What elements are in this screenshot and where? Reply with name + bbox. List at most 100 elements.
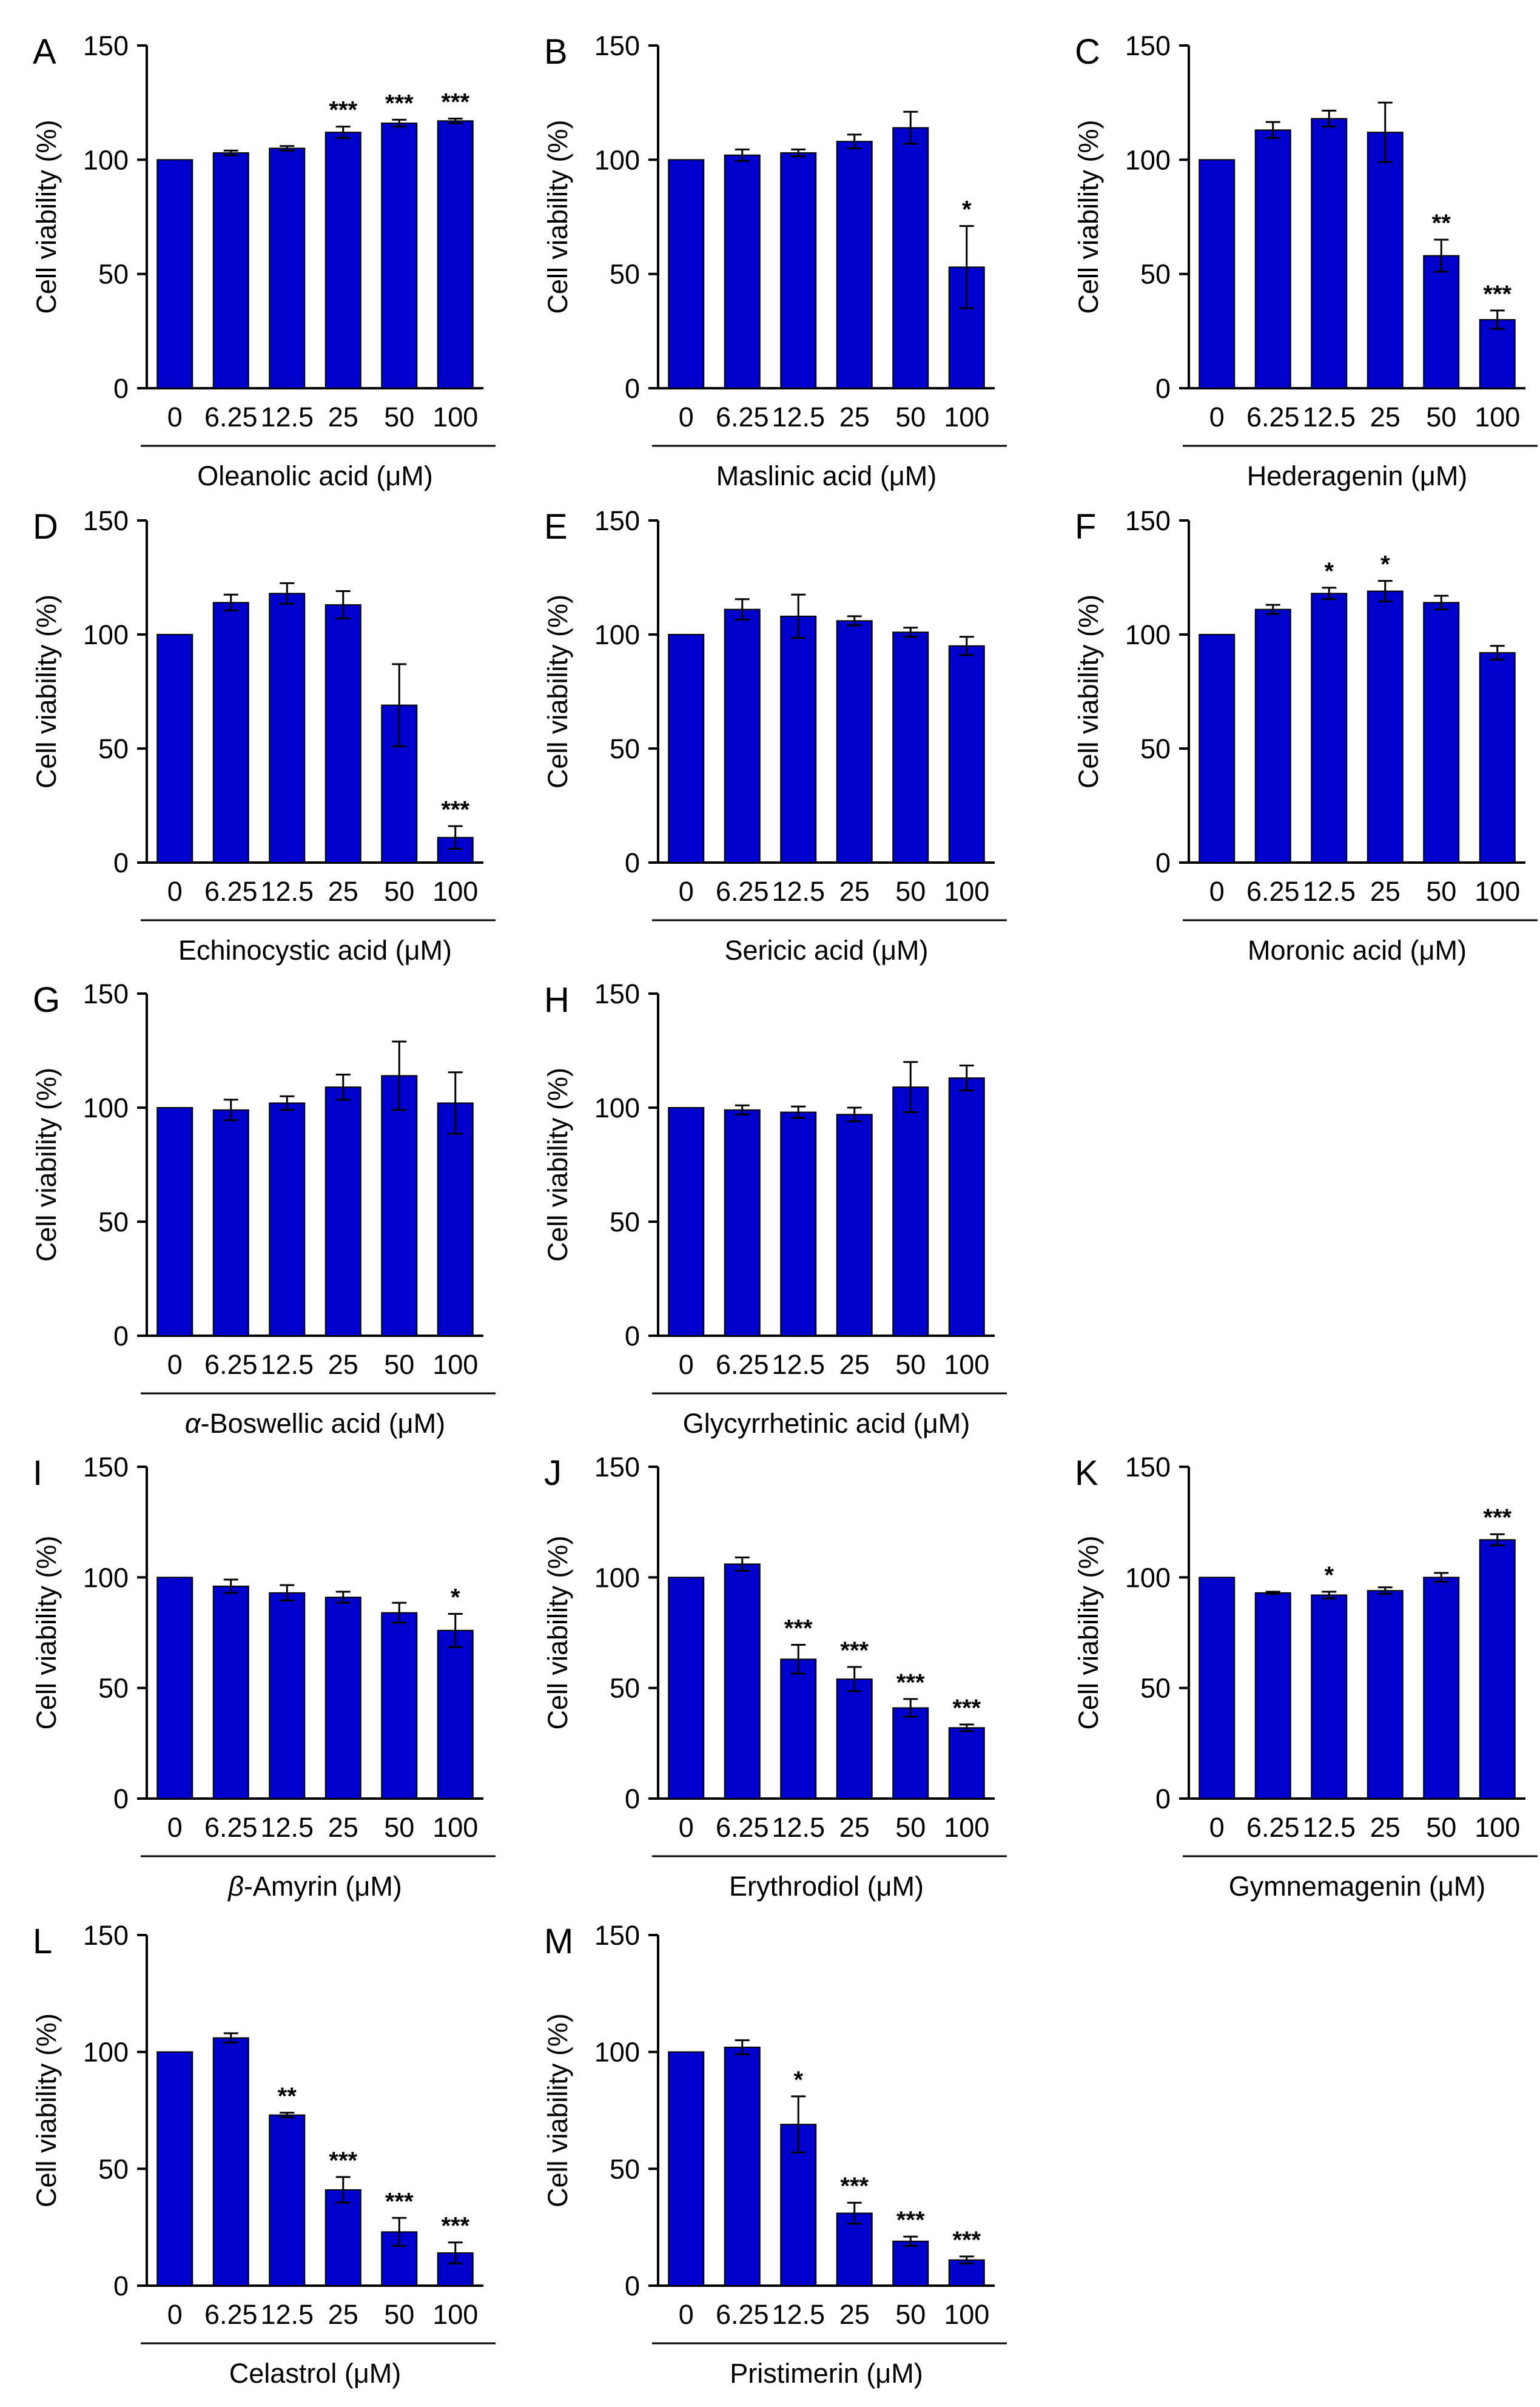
- x-tick-label: 0: [679, 876, 694, 907]
- x-tick-label: 12.5: [260, 1349, 314, 1380]
- panel-l: L 0 50 100 150 Cell viability (%) 0 6.25 ** 12.5 *…: [31, 1920, 496, 2389]
- bar: [892, 127, 929, 389]
- bar: [269, 2114, 306, 2287]
- panel-letter: J: [544, 1453, 562, 1493]
- x-tick-label: 25: [328, 1349, 358, 1380]
- y-tick-label: 50: [610, 2153, 640, 2184]
- y-tick-label: 50: [98, 1673, 129, 1704]
- significance-marker: ***: [1483, 1504, 1511, 1531]
- bar: [1311, 593, 1348, 863]
- y-tick-label: 150: [594, 30, 640, 61]
- x-tick-label: 6.25: [204, 876, 258, 907]
- y-tick-label: 100: [83, 144, 129, 175]
- bar: [381, 1075, 418, 1336]
- x-axis-title-greek-prefix: β: [227, 1871, 244, 1902]
- x-axis-title: α-Boswellic acid (μM): [185, 1408, 445, 1439]
- x-tick-label: 6.25: [716, 1349, 769, 1380]
- x-tick-label: 0: [167, 1812, 183, 1843]
- y-tick-label: 100: [594, 619, 640, 650]
- x-tick-label: 12.5: [772, 1349, 825, 1380]
- y-tick-label: 50: [610, 1207, 640, 1237]
- x-tick-label: 25: [1370, 1812, 1400, 1843]
- x-tick-label: 100: [1474, 1812, 1520, 1843]
- bar: [1254, 608, 1291, 863]
- panel-c: C 0 50 100 150 Cell viability (%) 0 6.25 12.5 25 *…: [1073, 30, 1538, 491]
- x-tick-label: 50: [1426, 402, 1456, 433]
- x-tick-label: 12.5: [260, 2299, 314, 2330]
- x-tick-label: 0: [167, 402, 183, 433]
- y-tick-label: 150: [594, 505, 640, 536]
- y-tick-label: 50: [98, 733, 129, 764]
- y-axis-title: Cell viability (%): [542, 120, 573, 314]
- bar: [1479, 319, 1516, 389]
- bar: [668, 2051, 705, 2287]
- bar: [156, 1107, 193, 1336]
- y-tick-label: 150: [83, 505, 129, 536]
- significance-marker: *: [1324, 558, 1334, 585]
- x-tick-label: 50: [384, 1812, 414, 1843]
- bar: [324, 2189, 361, 2287]
- x-tick-label: 0: [679, 402, 694, 433]
- x-tick-label: 100: [944, 402, 989, 433]
- bar: [724, 2046, 761, 2286]
- x-tick-label: 0: [167, 876, 183, 907]
- x-tick-label: 50: [895, 402, 926, 433]
- x-axis-title: Pristimerin (μM): [730, 2358, 923, 2389]
- x-axis-title: Maslinic acid (μM): [716, 460, 936, 491]
- x-tick-label: 0: [679, 2299, 694, 2330]
- x-tick-label: 25: [839, 1349, 870, 1380]
- x-axis-title-text: Celastrol (μM): [229, 2358, 401, 2389]
- x-tick-label: 50: [384, 402, 414, 433]
- bar: [1423, 255, 1460, 389]
- x-axis-title: Gymnemagenin (μM): [1229, 1871, 1486, 1902]
- y-axis-title: Cell viability (%): [31, 594, 62, 789]
- bar: [324, 1597, 361, 1799]
- bar: [1199, 159, 1236, 389]
- panel-letter: D: [33, 507, 58, 547]
- x-tick-label: 6.25: [204, 1812, 258, 1843]
- x-tick-label: 25: [839, 402, 870, 433]
- x-tick-label: 12.5: [1302, 402, 1356, 433]
- x-axis-title: Glycyrrhetinic acid (μM): [683, 1408, 970, 1439]
- panel-letter: B: [544, 32, 568, 72]
- significance-marker: ***: [784, 1615, 813, 1642]
- x-axis-title-greek-prefix: α: [185, 1408, 201, 1439]
- panel-letter: G: [33, 980, 60, 1020]
- significance-marker: ***: [1483, 281, 1511, 308]
- x-tick-label: 12.5: [772, 1812, 825, 1843]
- bar: [269, 1102, 306, 1336]
- bar: [381, 123, 418, 389]
- bar: [1367, 1590, 1404, 1800]
- bar: [780, 1111, 817, 1337]
- y-tick-label: 50: [610, 1673, 640, 1704]
- x-axis-title-text: Pristimerin (μM): [730, 2358, 923, 2389]
- x-axis-title: Erythrodiol (μM): [729, 1871, 924, 1902]
- x-tick-label: 0: [167, 1349, 183, 1380]
- y-tick-label: 50: [98, 2153, 129, 2184]
- significance-marker: *: [1380, 551, 1390, 578]
- y-tick-label: 0: [113, 847, 129, 878]
- y-tick-label: 100: [83, 2037, 129, 2068]
- y-tick-label: 150: [594, 1920, 640, 1951]
- bar: [1311, 1594, 1348, 1799]
- x-tick-label: 50: [1426, 1812, 1456, 1843]
- x-tick-label: 6.25: [716, 402, 769, 433]
- x-axis-title: Sericic acid (μM): [725, 935, 929, 966]
- y-tick-label: 50: [610, 259, 640, 290]
- panel-letter: F: [1075, 507, 1096, 547]
- y-axis-title: Cell viability (%): [542, 594, 573, 789]
- bar: [892, 1707, 929, 1799]
- bar: [212, 1585, 249, 1799]
- y-tick-label: 150: [1125, 30, 1171, 61]
- significance-marker: ***: [441, 796, 469, 823]
- y-tick-label: 100: [1125, 1562, 1171, 1593]
- significance-marker: ***: [840, 1637, 869, 1664]
- bar: [1423, 602, 1460, 863]
- significance-marker: ***: [385, 90, 414, 116]
- x-tick-label: 0: [1209, 402, 1225, 433]
- y-tick-label: 0: [113, 373, 129, 404]
- panel-j: J 0 50 100 150 Cell viability (%) 0 6.25 *** 12.5…: [542, 1452, 1007, 1902]
- bar: [1479, 652, 1516, 863]
- bar: [156, 634, 193, 863]
